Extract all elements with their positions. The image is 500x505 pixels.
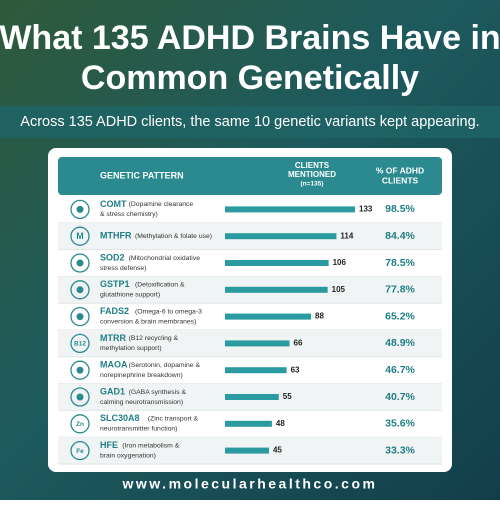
bar [225,233,337,240]
column-header: CLIENTS [295,161,330,170]
gene-name: SOD2 [100,252,125,262]
column-header: (n=135) [301,181,324,188]
gene-name: MTHFR [100,231,132,241]
bar [225,206,355,213]
gene-name: COMT [100,199,127,209]
row-icon [70,360,90,380]
subtitle: Across 135 ADHD clients, the same 10 gen… [20,114,479,130]
percent: 46.7% [385,364,415,376]
gene-description: (GABA synthesis & [129,389,187,396]
footer-url: www.molecularhealthco.com [122,476,378,492]
row-icon [70,333,90,354]
bar [225,340,290,347]
gene-description: (Serotonin, dopamine & [129,362,201,369]
gene-description: (Dopamine clearance [129,201,194,208]
client-count: 66 [294,339,303,348]
gene-description: (B12 recycling & [129,335,179,342]
icon-label: Zn [76,421,84,428]
gene-description: (Methylation & folate use) [135,233,212,240]
icon-glyph [76,313,84,321]
gene-description: conversion & brain membranes) [100,318,196,325]
client-count: 133 [359,205,373,214]
icon-label: Fe [76,448,84,455]
client-count: 114 [340,231,353,240]
gene-description: (Mitochondrial oxidative [129,255,201,262]
gene-description: (Detoxification & [135,282,185,289]
row-icon [70,414,90,434]
row-icon [70,306,90,327]
gene-description: norepinephrine breakdown) [100,372,183,379]
gene-name: FADS2 [100,306,129,316]
icon-glyph [76,259,84,267]
bar [225,286,328,293]
percent: 65.2% [385,310,415,322]
row-icon [70,199,90,220]
client-count: 48 [276,419,285,428]
bar [225,420,272,427]
bar [225,447,269,454]
gene-description: (Iron metabolism & [122,442,180,449]
percent: 40.7% [385,391,415,403]
row-icon [70,440,90,461]
gene-name: MTRR [100,333,126,343]
gene-description: glutathione support) [100,292,160,299]
client-count: 55 [283,392,292,401]
client-count: 88 [315,312,324,321]
row-icon [70,253,90,273]
client-count: 105 [332,285,346,294]
percent: 48.9% [385,337,415,349]
gene-description: calming neurotransmission) [100,399,183,406]
gene-name: SLC30A8 [100,413,140,423]
gene-name: GSTP1 [100,279,130,289]
gene-name: MAOA [100,360,128,370]
client-count: 63 [291,365,300,374]
gene-name: HFE [100,440,118,450]
client-count: 45 [273,446,282,455]
row-icon [70,387,90,407]
gene-description: neurotransmitter function) [100,426,177,433]
bar [225,260,329,266]
client-count: 106 [333,258,347,267]
percent: 98.5% [385,203,415,215]
column-header: % OF ADHD [376,165,424,175]
column-header: GENETIC PATTERN [100,170,184,180]
gene-description: stress defense) [100,265,146,272]
bar [225,367,287,374]
gene-description: brain oxygenation) [100,452,156,459]
subtitle-band [0,106,500,138]
icon-label: M [76,231,84,241]
bar [225,394,279,400]
icon-glyph [76,393,84,401]
title-line: Common Genetically [81,59,419,97]
percent: 33.3% [385,444,415,456]
gene-description: (Zinc transport & [148,416,199,423]
bar [225,313,312,320]
percent: 35.6% [385,418,415,430]
gene-description: & stress chemistry) [100,211,158,218]
percent: 78.5% [385,257,415,269]
gene-description: (Omega-6 to omega-3 [135,308,202,315]
icon-glyph [76,205,84,213]
column-header: MENTIONED [288,170,336,179]
icon-label: B12 [74,341,86,348]
icon-glyph [76,286,84,294]
icon-glyph [76,366,84,374]
column-header: CLIENTS [382,175,419,185]
row-icon [70,226,90,246]
table-header [58,157,442,195]
percent: 84.4% [385,230,415,242]
title-line: What 135 ADHD Brains Have in [0,19,500,57]
gene-description: methylation support) [100,345,162,352]
gene-name: GAD1 [100,386,125,396]
percent: 77.8% [385,284,415,296]
row-icon [70,280,90,300]
